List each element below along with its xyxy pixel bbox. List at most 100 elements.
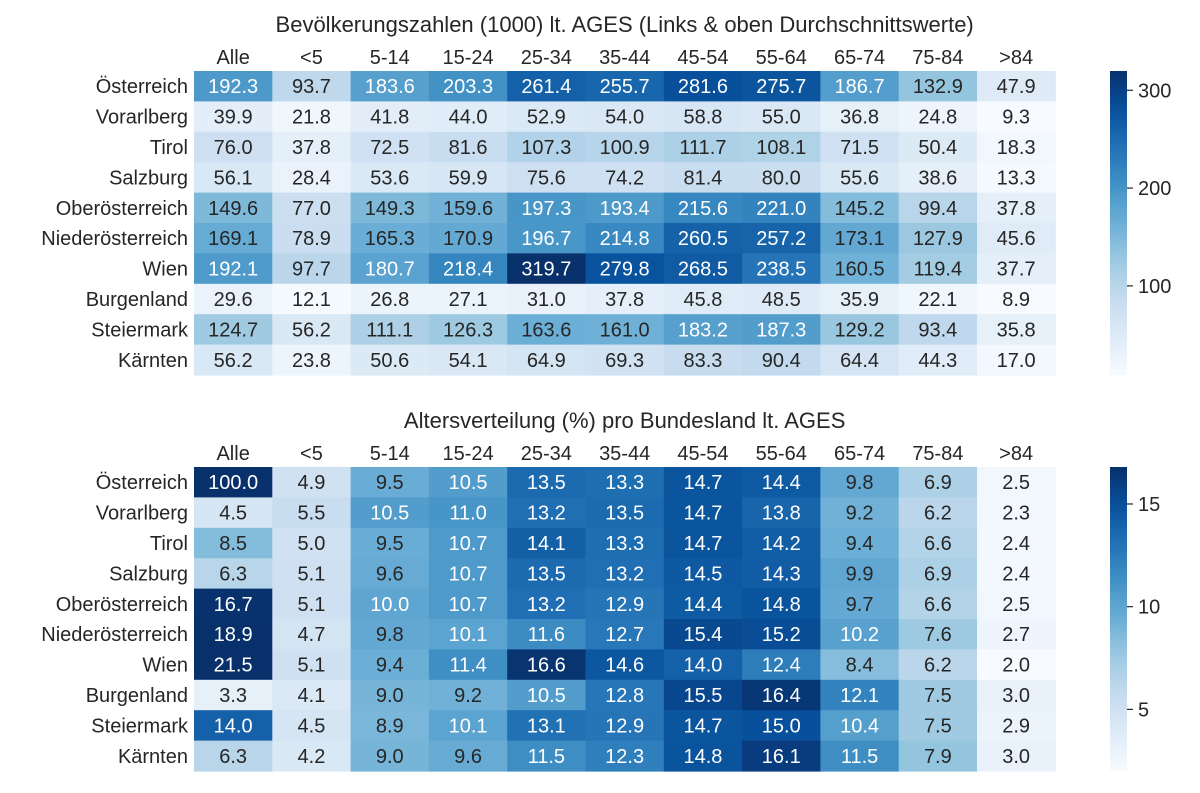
cell-value-label: 14.2	[762, 533, 801, 555]
heatmap-cell	[272, 619, 352, 650]
column-label: 35-44	[599, 47, 650, 69]
cell-value-label: 214.8	[600, 228, 650, 250]
heatmap-cell	[742, 192, 821, 224]
cell-value-label: 16.6	[527, 655, 566, 677]
heatmap-cell	[977, 192, 1056, 224]
heatmap-cell	[507, 162, 587, 194]
heatmap-cell	[194, 253, 273, 285]
cell-value-label: 14.1	[527, 533, 566, 555]
cell-value-label: 13.5	[527, 472, 566, 494]
cell-value-label: 12.9	[605, 594, 644, 616]
heatmap-cell	[820, 283, 900, 315]
row-label: Tirol	[150, 533, 188, 555]
colorbar-tick-label: 15	[1138, 494, 1160, 516]
heatmap-cell	[194, 131, 273, 163]
cell-value-label: 15.2	[762, 624, 801, 646]
cell-value-label: 10.0	[370, 594, 409, 616]
heatmap-cell	[194, 467, 273, 498]
heatmap-cell	[820, 71, 900, 102]
heatmap-cell	[350, 679, 430, 711]
cell-value-label: 50.4	[918, 137, 957, 159]
heatmap-cell	[350, 283, 430, 315]
chart-title-age-distribution: Altersverteilung (%) pro Bundesland lt. …	[404, 408, 845, 433]
heatmap-cell	[194, 649, 273, 681]
cell-value-label: 2.0	[1002, 655, 1030, 677]
heatmap-cell	[663, 588, 743, 620]
cell-value-label: 4.9	[298, 472, 326, 494]
cell-value-label: 9.4	[376, 655, 404, 677]
heatmap-cell	[350, 467, 430, 498]
cell-value-label: 192.1	[208, 259, 258, 281]
heatmap-cell	[663, 162, 743, 194]
heatmap-cell	[272, 192, 352, 224]
heatmap-cell	[820, 192, 900, 224]
heatmap-cell	[585, 344, 665, 376]
heatmap-cell	[663, 314, 743, 346]
cell-value-label: 2.4	[1002, 533, 1030, 555]
heatmap-cell	[272, 649, 352, 681]
heatmap-cell	[820, 223, 900, 254]
cell-value-label: 54.1	[449, 350, 488, 372]
column-label: >84	[999, 443, 1033, 465]
heatmap-cell	[507, 558, 587, 590]
heatmap-cell	[663, 497, 743, 529]
cell-value-label: 21.5	[214, 655, 253, 677]
heatmap-cell	[898, 283, 978, 315]
cell-value-label: 163.6	[521, 319, 571, 341]
cell-value-label: 13.1	[527, 715, 566, 737]
heatmap-cell	[977, 467, 1056, 498]
cell-value-label: 45.8	[683, 289, 722, 311]
heatmap-cell	[350, 71, 430, 102]
column-label: 15-24	[442, 443, 493, 465]
heatmap-cell	[194, 710, 273, 742]
column-label: 75-84	[912, 47, 963, 69]
cell-value-label: 45.6	[997, 228, 1036, 250]
row-label: Österreich	[96, 472, 188, 494]
heatmap-cell	[428, 101, 508, 133]
heatmap-cell	[585, 314, 665, 346]
heatmap-cell	[194, 314, 273, 346]
cell-value-label: 97.7	[292, 259, 331, 281]
heatmap-cell	[585, 71, 665, 102]
heatmap-cell	[272, 131, 352, 163]
cell-value-label: 93.7	[292, 76, 331, 98]
cell-value-label: 126.3	[443, 319, 493, 341]
cell-value-label: 64.9	[527, 350, 566, 372]
cell-value-label: 6.2	[924, 503, 952, 525]
heatmap-cell	[350, 588, 430, 620]
heatmap-cell	[194, 588, 273, 620]
cell-value-label: 8.4	[846, 655, 874, 677]
heatmap-cell	[585, 131, 665, 163]
heatmap-cell	[742, 162, 821, 194]
heatmap-cell	[585, 619, 665, 650]
heatmap-cell	[977, 649, 1056, 681]
heatmap-cell	[742, 527, 821, 559]
cell-value-label: 2.7	[1002, 624, 1030, 646]
column-label: Alle	[216, 47, 249, 69]
heatmap-cell	[272, 101, 352, 133]
heatmap-cell	[272, 71, 352, 102]
cell-value-label: 9.5	[376, 533, 404, 555]
column-label: 15-24	[442, 47, 493, 69]
cell-value-label: 28.4	[292, 167, 331, 189]
heatmap-cell	[350, 740, 430, 772]
cell-value-label: 7.6	[924, 624, 952, 646]
heatmap-cell	[272, 558, 352, 590]
row-label: Burgenland	[86, 685, 188, 707]
heatmap-cell	[350, 497, 430, 529]
cell-value-label: 165.3	[365, 228, 415, 250]
cell-value-label: 10.5	[449, 472, 488, 494]
heatmap-cell	[977, 283, 1056, 315]
heatmap-cell	[977, 679, 1056, 711]
cell-value-label: 9.2	[454, 685, 482, 707]
heatmap-cell	[742, 467, 821, 498]
cell-value-label: 9.7	[846, 594, 874, 616]
cell-value-label: 10.2	[840, 624, 879, 646]
cell-value-label: 6.3	[219, 563, 247, 585]
heatmap-cell	[820, 527, 900, 559]
row-label: Salzburg	[109, 167, 188, 189]
heatmap-cell	[272, 740, 352, 772]
column-label: 65-74	[834, 47, 885, 69]
heatmap-cell	[663, 283, 743, 315]
